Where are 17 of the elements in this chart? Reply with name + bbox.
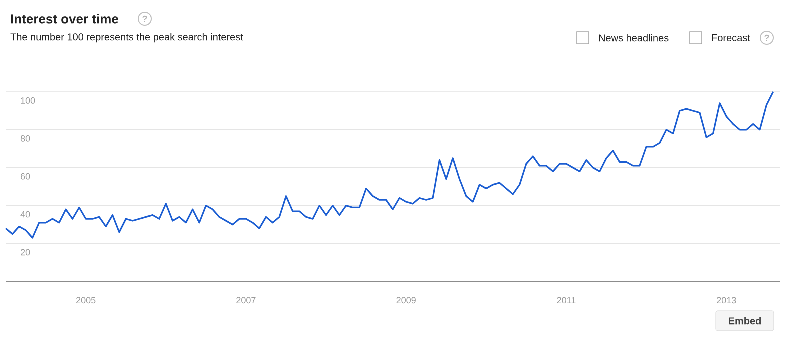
text: Forecast [712,34,750,42]
y-tick-label: 20 [20,249,30,256]
x-tick-label: 2013 [717,297,736,304]
x-tick-label: 2009 [396,297,416,304]
x-tick-label: 2007 [236,297,256,304]
text: News headlines [599,34,669,42]
chart-subtitle: The number 100 represents the peak search interest [10,33,244,43]
x-tick-label: 2011 [557,297,576,304]
y-tick-label: 100 [21,98,36,104]
y-tick-label: 40 [20,211,30,218]
text: ? [142,16,148,22]
text: ? [764,34,770,42]
chart-title: Interest over time [11,14,118,24]
text: Embed [729,317,762,325]
y-tick-label: 80 [20,135,30,142]
x-tick-label: 2005 [76,297,96,304]
y-tick-label: 60 [20,173,30,180]
